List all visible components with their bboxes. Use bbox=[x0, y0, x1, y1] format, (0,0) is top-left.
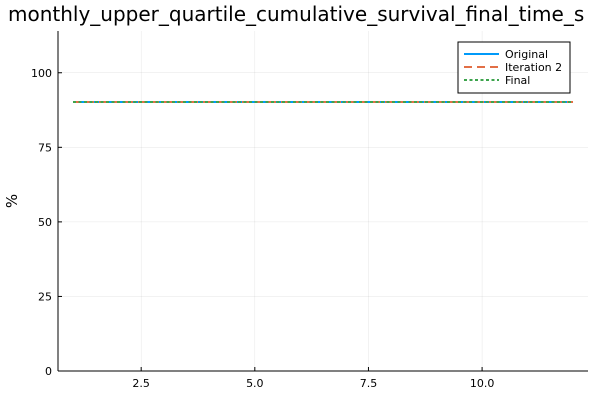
legend-label: Final bbox=[505, 74, 530, 87]
x-tick-label: 2.5 bbox=[132, 377, 150, 390]
legend-box bbox=[457, 41, 571, 94]
x-tick-label: 7.5 bbox=[360, 377, 378, 390]
y-axis-label: % bbox=[3, 194, 21, 208]
y-tick-label: 75 bbox=[38, 141, 52, 154]
legend-label: Original bbox=[505, 48, 548, 61]
x-tick-label: 10.0 bbox=[470, 377, 495, 390]
y-tick-label: 50 bbox=[38, 216, 52, 229]
chart-title: monthly_upper_quartile_cumulative_surviv… bbox=[8, 2, 584, 26]
y-tick-label: 25 bbox=[38, 290, 52, 303]
x-tick-label: 5.0 bbox=[246, 377, 264, 390]
tick-labels: 2.5 5.0 7.5 10.0 0 25 50 75 100 bbox=[31, 67, 494, 390]
y-tick-label: 100 bbox=[31, 67, 52, 80]
axes bbox=[57, 31, 588, 372]
y-tick-label: 0 bbox=[45, 365, 52, 378]
legend-label: Iteration 2 bbox=[505, 61, 562, 74]
